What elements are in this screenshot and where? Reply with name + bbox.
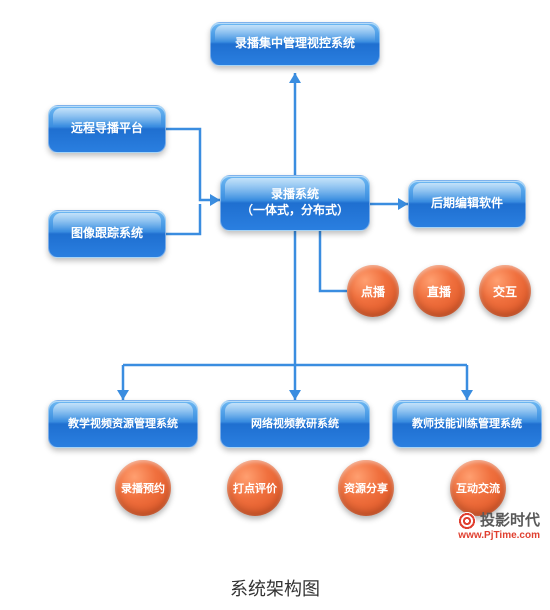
node-center: 录播系统 （一体式，分布式） <box>220 175 370 231</box>
circle-c3: 交互 <box>479 265 531 317</box>
node-right: 后期编辑软件 <box>408 180 526 228</box>
circle-c2: 直播 <box>413 265 465 317</box>
circle-c4: 录播预约 <box>115 460 171 516</box>
node-b3: 教师技能训练管理系统 <box>392 400 542 448</box>
node-top: 录播集中管理视控系统 <box>210 22 380 66</box>
circle-c7: 互动交流 <box>450 460 506 516</box>
watermark-line2: www.PjTime.com <box>458 530 540 541</box>
circle-c5: 打点评价 <box>227 460 283 516</box>
watermark: 投影时代 www.PjTime.com <box>458 512 540 541</box>
node-b2: 网络视频教研系统 <box>220 400 370 448</box>
circle-c6: 资源分享 <box>338 460 394 516</box>
diagram-canvas: 录播集中管理视控系统远程导播平台图像跟踪系统 录播系统 （一体式，分布式） 后期编辑… <box>0 0 550 610</box>
caption: 系统架构图 <box>195 575 355 601</box>
node-left1: 远程导播平台 <box>48 105 166 153</box>
watermark-line1: 投影时代 <box>458 512 540 530</box>
node-left2: 图像跟踪系统 <box>48 210 166 258</box>
node-b1: 教学视频资源管理系统 <box>48 400 198 448</box>
caption-text: 系统架构图 <box>230 579 320 599</box>
circle-c1: 点播 <box>347 265 399 317</box>
